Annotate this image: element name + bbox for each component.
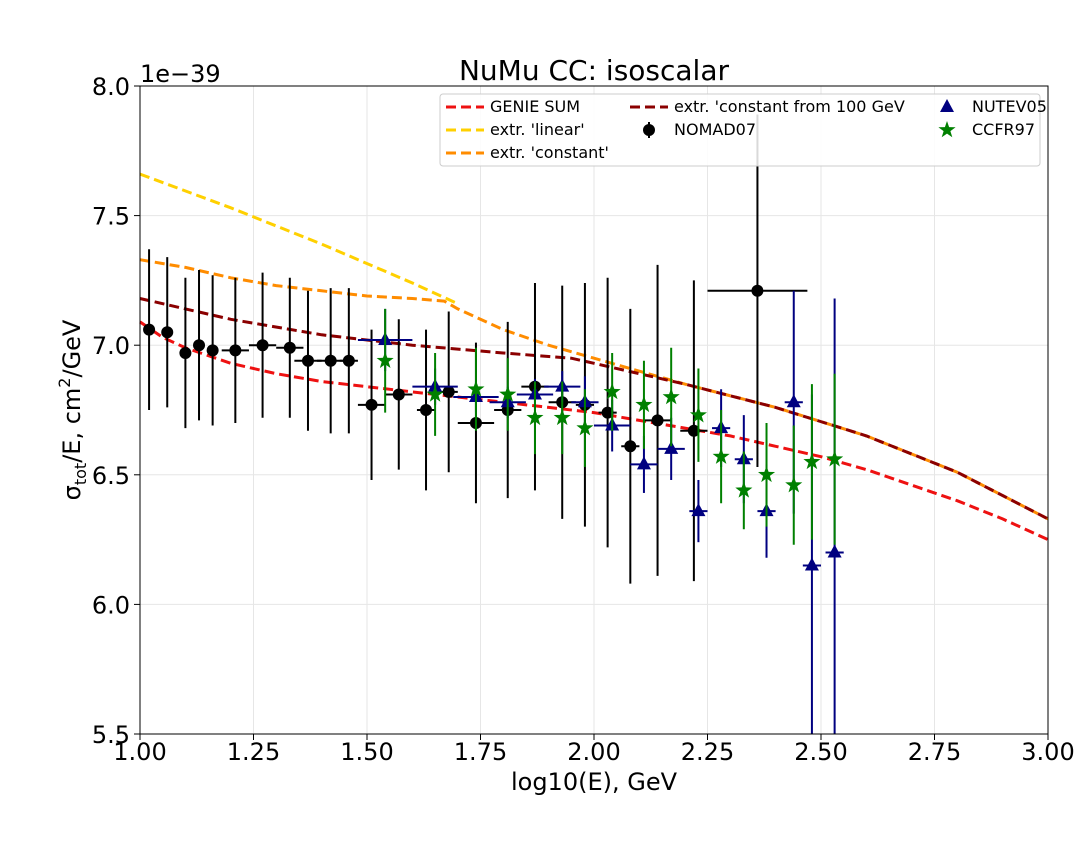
data-point — [426, 385, 444, 402]
data-point — [662, 388, 680, 405]
data-point — [940, 99, 954, 112]
legend-box — [439, 93, 1041, 167]
data-point — [283, 341, 296, 354]
y-axis-label: σtot/E, cm2/GeV — [55, 319, 90, 500]
data-point — [179, 346, 192, 359]
x-tick-label: 2.75 — [908, 738, 961, 766]
data-point — [827, 544, 842, 558]
y-tick-label: 6.5 — [92, 462, 130, 490]
data-point — [553, 408, 571, 426]
data-point — [691, 503, 706, 517]
legend-label: GENIE SUM — [490, 97, 580, 116]
data-point — [420, 404, 433, 416]
data-point — [193, 339, 206, 352]
y-tick-label: 7.0 — [92, 332, 130, 360]
data-point — [643, 124, 655, 136]
data-point — [803, 452, 821, 470]
data-point — [651, 414, 664, 427]
legend-label: extr. 'constant from 100 GeV — [674, 97, 905, 116]
x-tick-label: 2.50 — [794, 738, 847, 766]
legend-label: NUTEV05 — [972, 97, 1047, 116]
data-point — [712, 447, 730, 464]
x-tick-label: 2.25 — [681, 738, 734, 766]
data-point — [751, 284, 764, 297]
x-axis: 1.00 1.25 1.50 1.75 2.00 2.25 2.50 2.75 3.00 — [113, 734, 1075, 766]
data-point — [603, 382, 621, 400]
data-point — [526, 408, 544, 426]
series-line — [139, 172, 459, 306]
data-points — [143, 114, 844, 734]
x-axis-label: log10(E), GeV — [511, 768, 678, 796]
series-line — [139, 320, 1049, 541]
y-tick-label: 6.0 — [92, 591, 130, 619]
data-point — [687, 424, 700, 437]
data-point — [786, 394, 801, 408]
data-point — [785, 476, 803, 493]
y-axis: 5.5 6.0 6.5 7.0 7.5 8.0 — [92, 73, 140, 749]
data-point — [442, 385, 455, 398]
data-point — [301, 354, 314, 367]
data-point — [467, 380, 485, 397]
legend-label: extr. 'linear' — [490, 120, 585, 139]
data-point — [938, 121, 956, 138]
legend-label: extr. 'constant' — [490, 143, 609, 162]
data-point — [735, 481, 753, 498]
data-point — [804, 557, 819, 571]
x-tick-label: 1.00 — [113, 738, 166, 766]
data-point — [324, 354, 337, 367]
series-line — [139, 297, 1049, 521]
data-point — [758, 465, 776, 483]
data-point — [576, 419, 594, 436]
x-tick-label: 1.75 — [454, 738, 507, 766]
data-point — [392, 388, 405, 401]
data-point — [342, 354, 355, 367]
chart-title: NuMu CC: isoscalar — [459, 54, 730, 87]
data-point — [601, 406, 614, 419]
data-point — [499, 385, 517, 402]
data-point — [376, 351, 394, 368]
data-point — [365, 398, 378, 411]
legend-label: CCFR97 — [972, 120, 1035, 139]
series-line — [139, 258, 1049, 521]
x-tick-label: 3.00 — [1021, 738, 1074, 766]
x-tick-label: 1.50 — [340, 738, 393, 766]
data-point — [636, 456, 651, 470]
data-point — [664, 440, 679, 454]
y-tick-label: 7.5 — [92, 203, 130, 231]
legend: GENIE SUM extr. 'linear' extr. 'constant' e… — [439, 93, 1047, 167]
data-point — [143, 323, 156, 336]
data-point — [206, 344, 219, 357]
x-tick-label: 1.25 — [227, 738, 280, 766]
legend-label: NOMAD07 — [674, 120, 756, 139]
model-lines — [139, 172, 1049, 541]
data-point — [624, 440, 637, 453]
data-point — [826, 450, 844, 467]
y-tick-label: 8.0 — [92, 73, 130, 101]
x-tick-label: 2.00 — [567, 738, 620, 766]
data-point — [229, 344, 242, 357]
y-tick-label: 5.5 — [92, 721, 130, 749]
y-offset-label: 1e−39 — [140, 60, 221, 88]
data-point — [256, 339, 269, 352]
data-point — [689, 406, 707, 423]
data-point — [161, 326, 174, 339]
data-point — [635, 395, 653, 413]
